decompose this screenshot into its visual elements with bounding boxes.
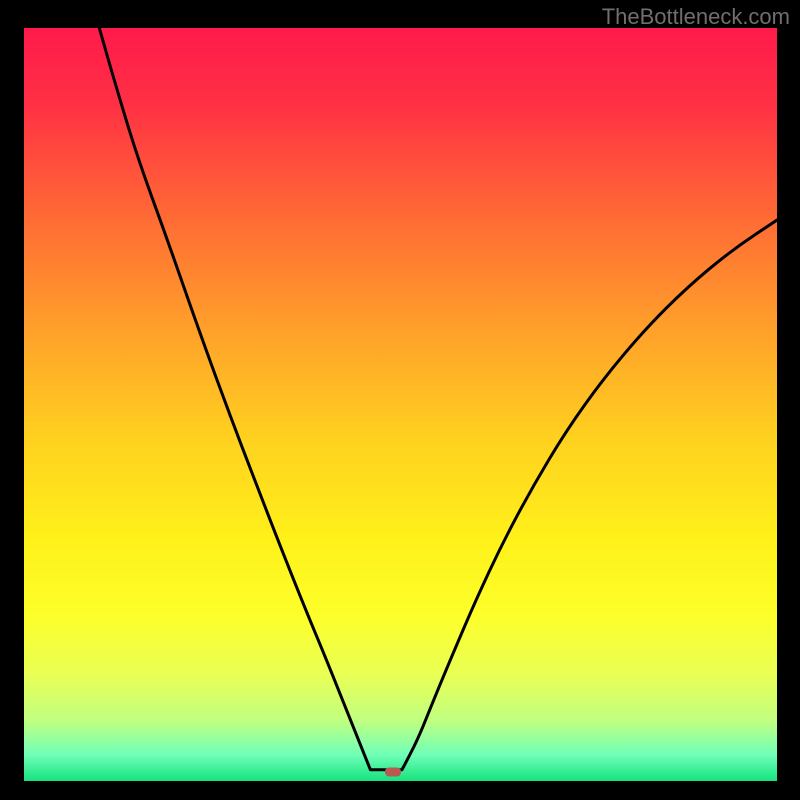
bottleneck-marker — [385, 767, 401, 776]
v-curve-path — [99, 28, 777, 770]
plot-area — [24, 28, 777, 781]
watermark-text: TheBottleneck.com — [602, 4, 790, 30]
chart-container: TheBottleneck.com — [0, 0, 800, 800]
v-curve-svg — [24, 28, 777, 781]
